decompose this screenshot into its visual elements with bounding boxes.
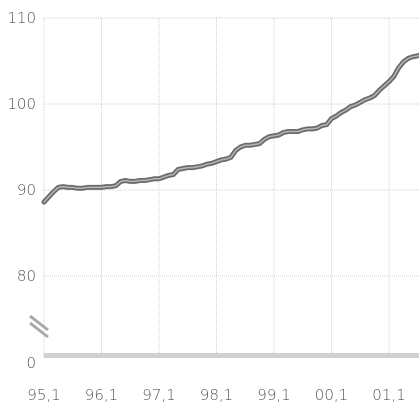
series-line-highlight-0 xyxy=(43,54,419,203)
axis-break-marker xyxy=(29,314,49,339)
x-tick-label-0: 95,1 xyxy=(27,386,60,404)
zero-baseline xyxy=(44,353,419,358)
series-line-0 xyxy=(41,52,419,205)
y-tick-label-100: 100 xyxy=(7,95,36,113)
x-axis-tick-labels: 95,1 96,1 97,1 98,1 99,1 00,1 01,1 xyxy=(27,386,405,404)
y-tick-label-110: 110 xyxy=(7,9,36,27)
axis-break-stroke-2 xyxy=(29,321,49,339)
x-tick-label-5: 00,1 xyxy=(315,386,348,404)
y-tick-label-80: 80 xyxy=(17,267,36,285)
y-axis-tick-labels: 0 80 90 100 110 xyxy=(7,9,36,372)
grid xyxy=(43,17,419,358)
x-tick-label-1: 96,1 xyxy=(85,386,118,404)
x-tick-label-6: 01,1 xyxy=(372,386,405,404)
series-layer xyxy=(41,52,419,205)
axis-break-stroke-1 xyxy=(29,314,49,332)
x-tick-label-3: 98,1 xyxy=(200,386,233,404)
y-tick-label-0: 0 xyxy=(26,354,36,372)
x-tick-label-2: 97,1 xyxy=(142,386,175,404)
x-tick-label-4: 99,1 xyxy=(257,386,290,404)
y-tick-label-90: 90 xyxy=(17,181,36,199)
